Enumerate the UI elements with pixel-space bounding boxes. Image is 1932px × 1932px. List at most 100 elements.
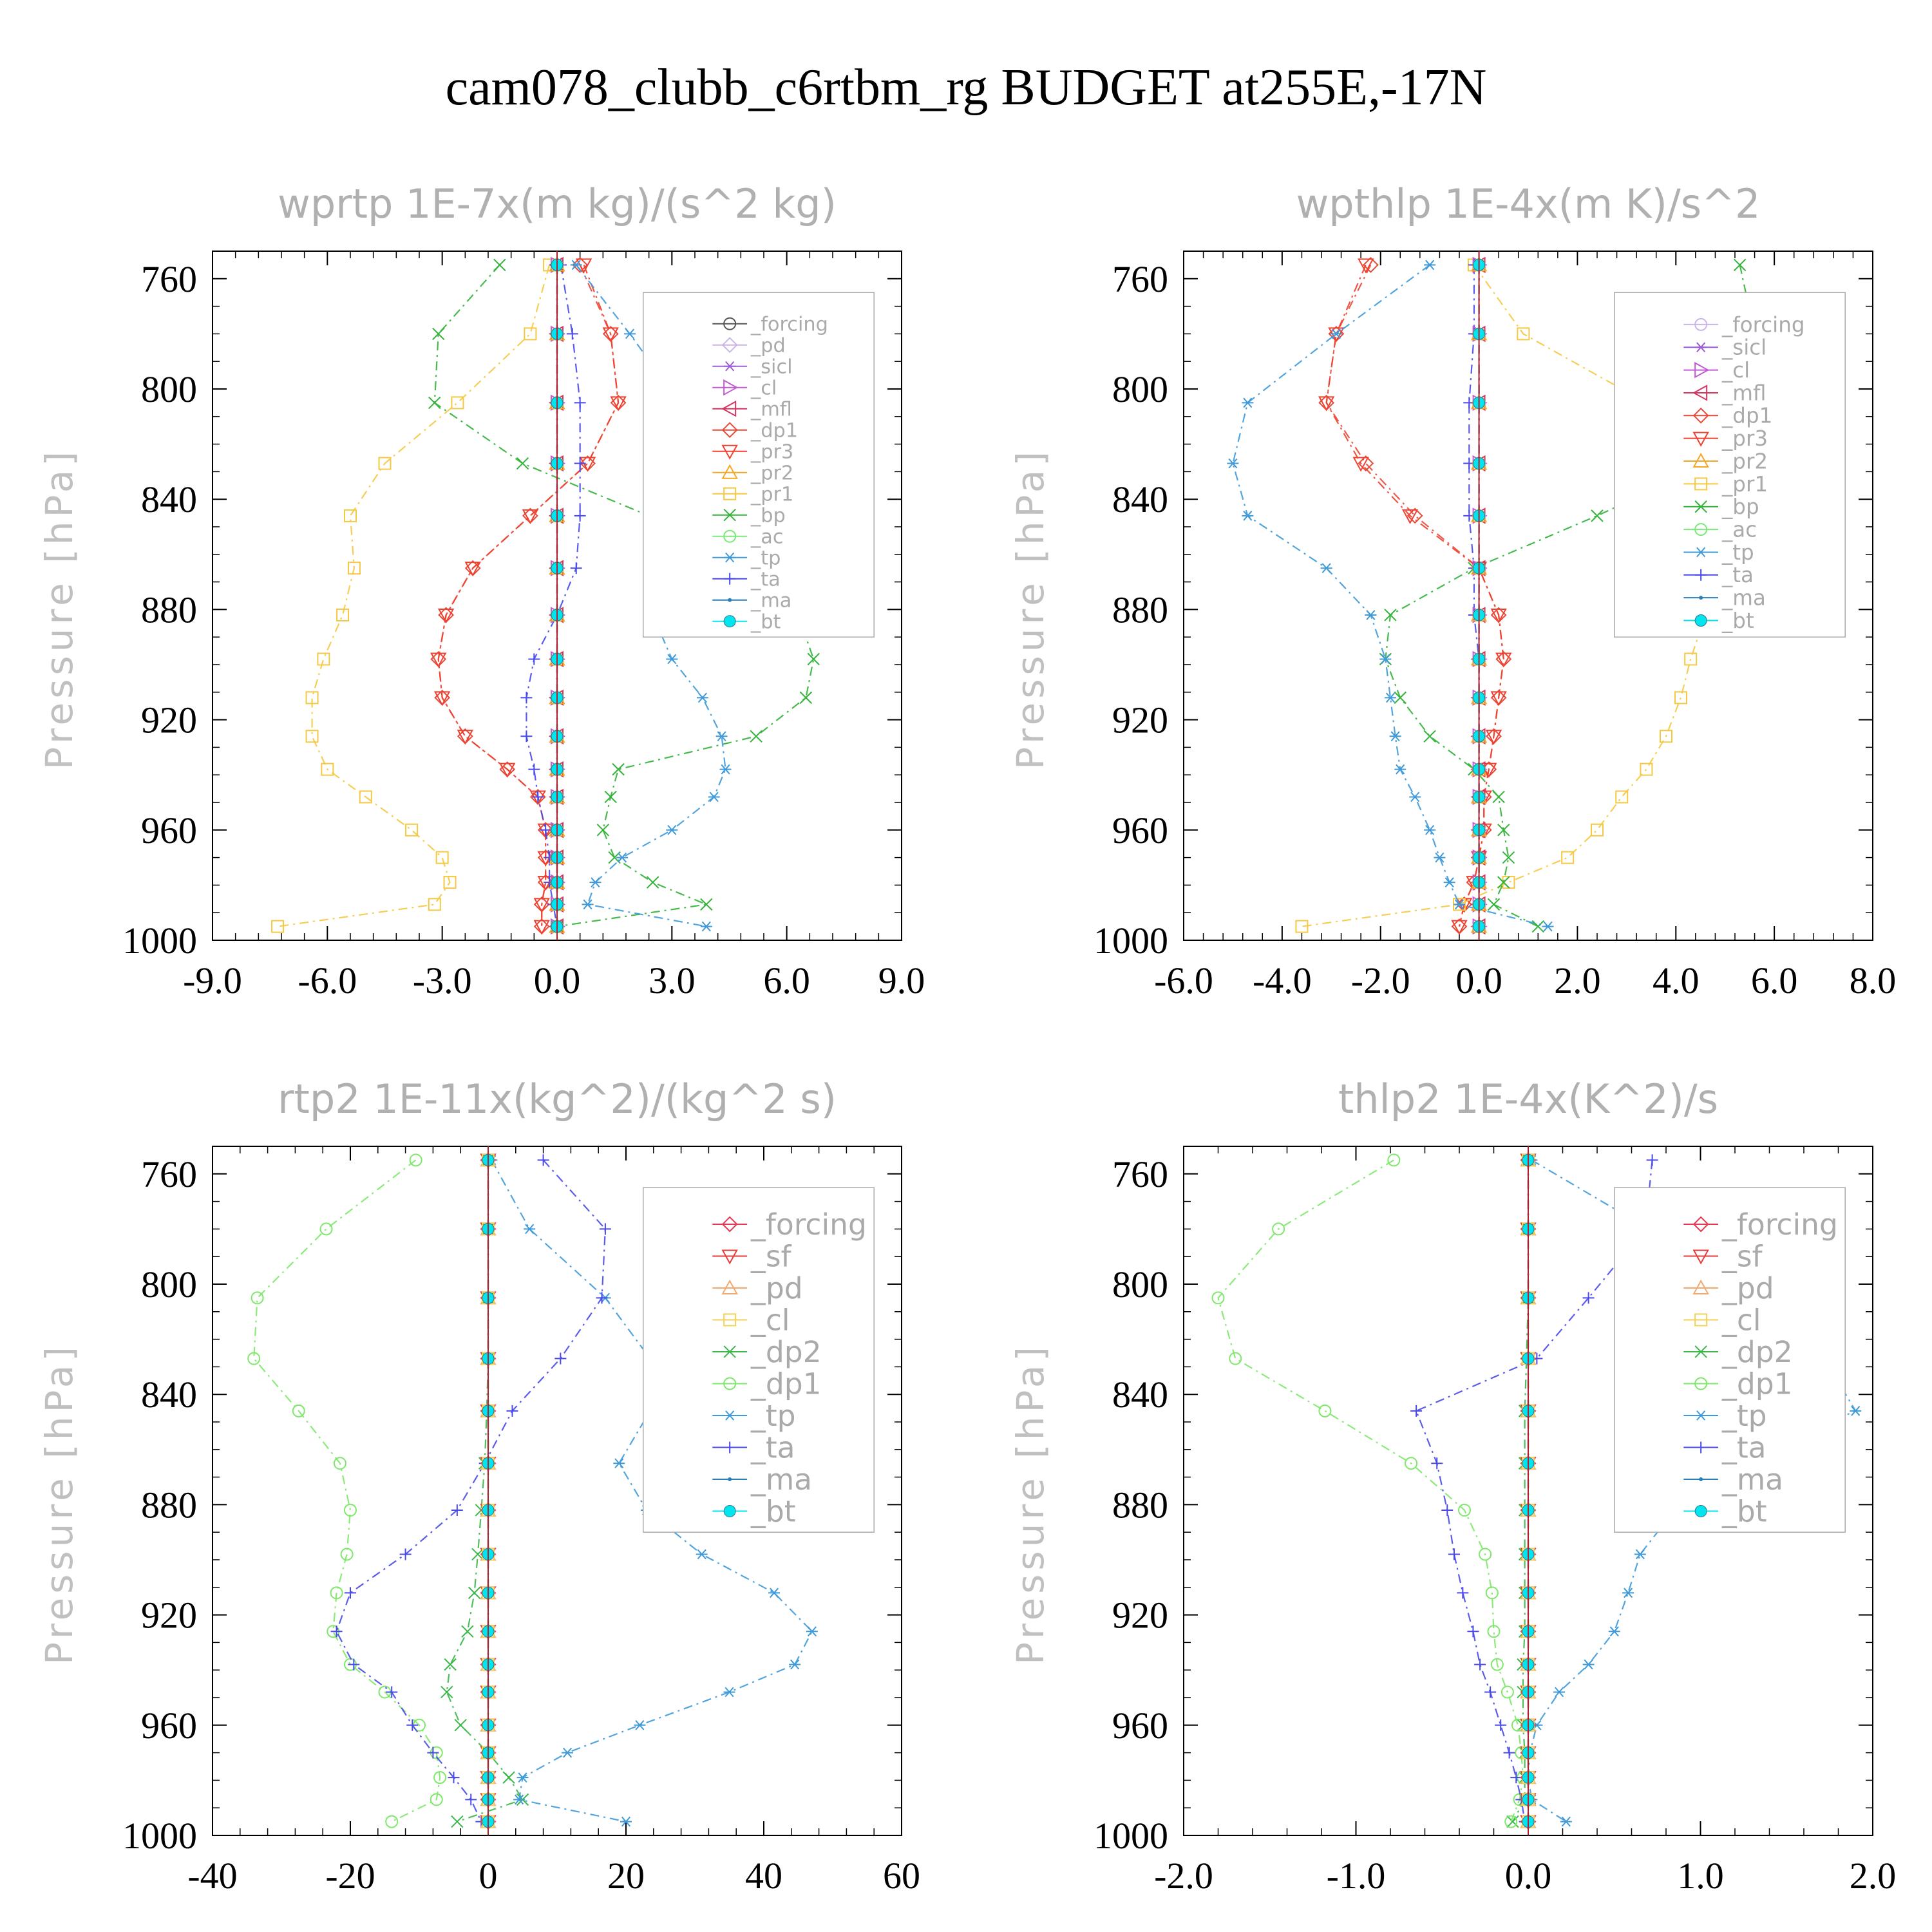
- legend-item-dp2: _dp2: [1683, 1335, 1793, 1369]
- point-bp: [493, 258, 506, 272]
- x-tick-label: 40: [745, 1855, 782, 1897]
- legend-label: _sicl: [750, 355, 793, 378]
- legend-marker: [1692, 407, 1709, 424]
- legend-marker: [1695, 1410, 1707, 1421]
- data-layer: [271, 251, 820, 940]
- point-tp: [1330, 328, 1342, 339]
- x-tick-label: 0: [479, 1855, 498, 1897]
- point-tp: [723, 1687, 735, 1698]
- legend-item-forcing: _forcing: [712, 1208, 867, 1242]
- legend-item-pr2: _pr2: [712, 462, 793, 484]
- legend-item-bt: _bt: [712, 611, 781, 633]
- point-bp: [750, 730, 762, 743]
- point-tp: [623, 328, 636, 339]
- x-tick-label: 4.0: [1653, 960, 1700, 1001]
- point-ta: [330, 1625, 343, 1638]
- point-pr1: [443, 876, 457, 889]
- data-layer: [1227, 251, 1795, 940]
- point-dp1: [572, 256, 589, 273]
- legend-item-tp: _tp: [1683, 1399, 1767, 1433]
- point-ta: [386, 1686, 398, 1698]
- point-bp: [1497, 824, 1510, 837]
- point-dp1: [1479, 1548, 1492, 1561]
- point-tp: [1850, 1406, 1862, 1416]
- point-ta: [520, 692, 533, 704]
- point-dp1: [1229, 1352, 1242, 1365]
- point-pr3: [610, 396, 627, 412]
- y-tick-label: 840: [1112, 1374, 1168, 1416]
- point-tp: [582, 899, 594, 910]
- x-tick-label: 6.0: [1751, 960, 1798, 1001]
- legend-item-forcing: _forcing: [1683, 312, 1804, 337]
- legend-label: _sf: [1721, 1239, 1763, 1273]
- legend-marker: [723, 1504, 736, 1517]
- y-tick-label: 960: [1112, 1705, 1168, 1747]
- y-tick-label: 760: [1112, 1153, 1168, 1195]
- point-dp1: [1363, 256, 1379, 273]
- point-pr3: [522, 509, 539, 524]
- legend-marker: [1694, 500, 1707, 513]
- point-tp: [1379, 654, 1392, 665]
- legend-label: _pr2: [750, 462, 793, 484]
- point-pr1: [1674, 691, 1687, 705]
- point-bp: [516, 457, 529, 470]
- legend-label: _tp: [750, 1399, 796, 1433]
- legend-label: _ma: [1721, 586, 1766, 611]
- legend-label: _pd: [1721, 1271, 1774, 1305]
- legend-marker: [1695, 547, 1707, 558]
- legend-marker: [721, 464, 738, 479]
- legend-label: _tp: [1721, 1399, 1767, 1433]
- legend-marker: [721, 422, 738, 439]
- point-tp: [1242, 397, 1254, 408]
- legend-label: _ma: [750, 589, 791, 612]
- legend-item-ta: _ta: [712, 568, 781, 591]
- point-ta: [451, 1504, 463, 1516]
- point-dp1: [1318, 1404, 1332, 1417]
- legend-label: _dp1: [750, 1367, 822, 1401]
- point-tp: [1454, 899, 1465, 910]
- point-tp: [1622, 1587, 1634, 1598]
- point-ta: [1441, 1504, 1454, 1516]
- point-ta: [1503, 1747, 1515, 1759]
- legend-label: _dp2: [1721, 1335, 1793, 1369]
- point-bp: [1394, 691, 1406, 705]
- x-tick-label: -2.0: [1154, 1855, 1213, 1897]
- point-tp: [1634, 1549, 1646, 1560]
- legend: _forcing_pd_sicl_cl_mfl_dp1_pr3_pr2_pr1_…: [643, 292, 875, 638]
- point-pr3: [1485, 730, 1502, 745]
- legend-label: _bt: [750, 1494, 796, 1528]
- legend-marker: [724, 1410, 736, 1421]
- legend-label: _ac: [1721, 517, 1757, 542]
- legend-marker: [1694, 361, 1710, 379]
- point-tp: [516, 1772, 529, 1783]
- y-tick-label: 1000: [1094, 920, 1168, 961]
- legend-item-sicl: _sicl: [712, 355, 793, 378]
- point-dp1: [1485, 1586, 1499, 1600]
- point-pr1: [336, 608, 350, 621]
- legend-marker: [723, 615, 736, 628]
- y-tick-label: 800: [1112, 1264, 1168, 1305]
- legend-item-pr1: _pr1: [1683, 472, 1768, 497]
- point-pr3: [1358, 258, 1374, 274]
- legend-item-cl: _cl: [1683, 358, 1750, 383]
- point-pr1: [305, 730, 319, 743]
- y-tick-label: 960: [141, 1705, 197, 1747]
- legend-marker: [1692, 431, 1709, 447]
- legend-marker: [723, 1313, 737, 1327]
- point-pr1: [1295, 920, 1309, 933]
- legend-label: _pr1: [750, 483, 793, 506]
- point-ta: [528, 653, 540, 665]
- series-dp1: [1211, 1153, 1530, 1828]
- legend-item-dp1: _dp1: [712, 419, 798, 442]
- legend-label: _mfl: [750, 398, 792, 421]
- point-dp1: [1406, 507, 1423, 524]
- legend-marker: [721, 337, 738, 354]
- point-dp1: [340, 1548, 354, 1561]
- point-ta: [1467, 1625, 1479, 1638]
- point-pr3: [1318, 396, 1335, 412]
- legend-item-forcing: _forcing: [712, 313, 828, 336]
- plot-frame: [1183, 251, 1873, 941]
- legend-marker: [1692, 384, 1708, 401]
- point-ta: [574, 457, 586, 469]
